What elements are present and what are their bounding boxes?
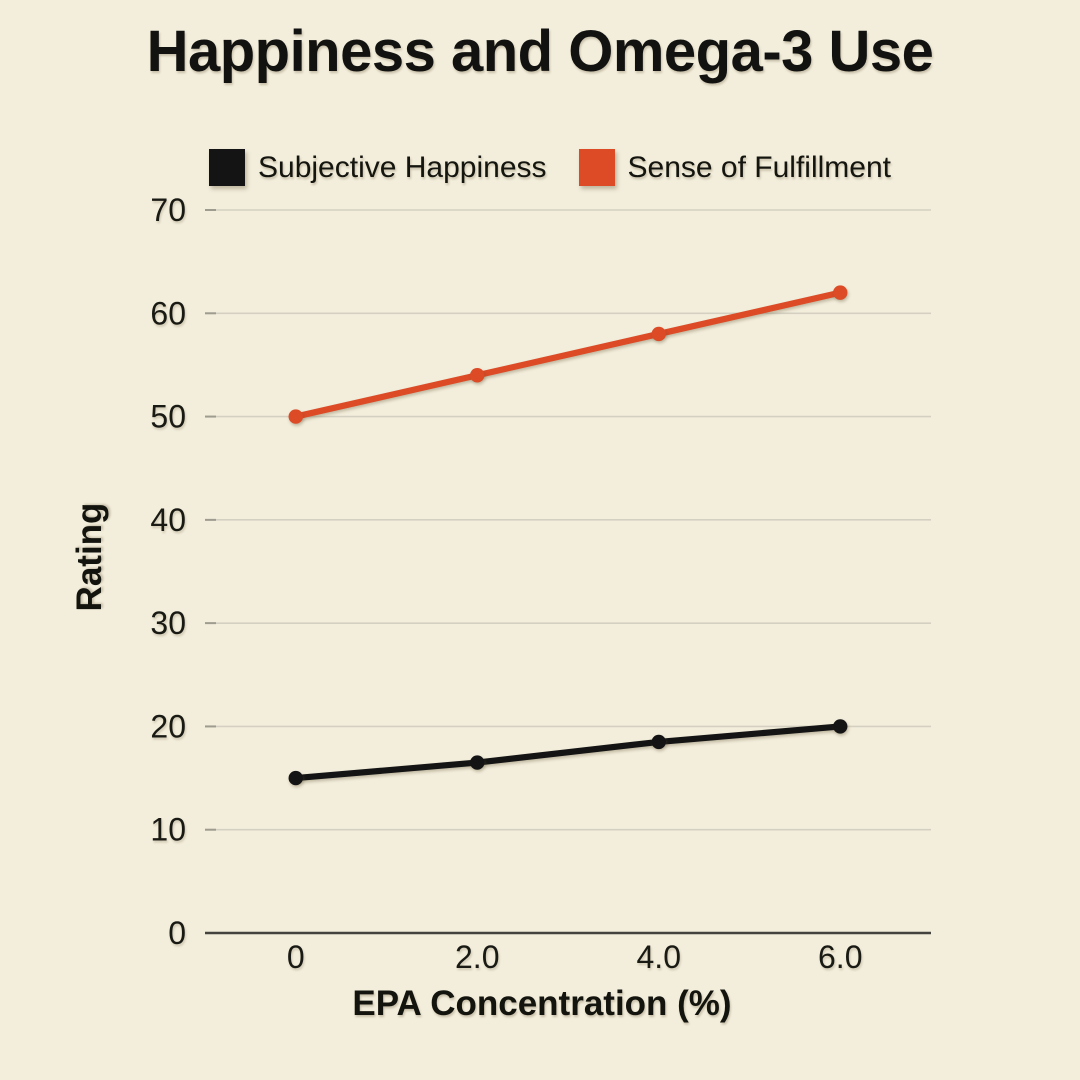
y-tick-label-40: 40 [150, 502, 186, 538]
chart-title: Happiness and Omega-3 Use [146, 19, 934, 84]
x-axis-title: EPA Concentration (%) [352, 984, 732, 1023]
data-point-sense-of-fulfillment-2.0 [470, 368, 485, 383]
data-point-sense-of-fulfillment-0 [288, 409, 303, 424]
data-point-sense-of-fulfillment-6.0 [833, 285, 848, 300]
y-tick-label-50: 50 [150, 399, 186, 435]
y-tick-label-70: 70 [150, 192, 186, 228]
data-point-subjective-happiness-6.0 [833, 719, 848, 734]
data-point-subjective-happiness-2.0 [470, 755, 485, 770]
x-tick-label-6.0: 6.0 [818, 939, 862, 975]
legend-item-subjective-happiness: Subjective Happiness [209, 149, 547, 186]
legend: Subjective Happiness Sense of Fulfillmen… [20, 149, 1080, 186]
y-tick-label-30: 30 [150, 605, 186, 641]
y-tick-label-10: 10 [150, 812, 186, 848]
data-point-sense-of-fulfillment-4.0 [651, 326, 666, 342]
x-tick-label-0: 0 [287, 939, 305, 975]
legend-swatch-sense-of-fulfillment-icon [578, 149, 615, 186]
data-point-subjective-happiness-4.0 [651, 734, 666, 750]
x-tick-label-2.0: 2.0 [455, 939, 499, 975]
data-point-subjective-happiness-0 [288, 770, 303, 786]
legend-item-sense-of-fulfillment: Sense of Fulfillment [578, 149, 891, 186]
series-line-sense-of-fulfillment [292, 289, 844, 420]
legend-label-subjective-happiness: Subjective Happiness [258, 150, 547, 184]
y-tick-label-20: 20 [150, 708, 186, 744]
y-tick-label-60: 60 [150, 295, 186, 331]
y-tick-label-0: 0 [168, 915, 186, 951]
legend-label-sense-of-fulfillment: Sense of Fulfillment [627, 150, 891, 184]
series-line-subjective-happiness [292, 723, 844, 782]
legend-swatch-subjective-happiness-icon [209, 149, 246, 186]
x-tick-label-4.0: 4.0 [637, 939, 681, 975]
